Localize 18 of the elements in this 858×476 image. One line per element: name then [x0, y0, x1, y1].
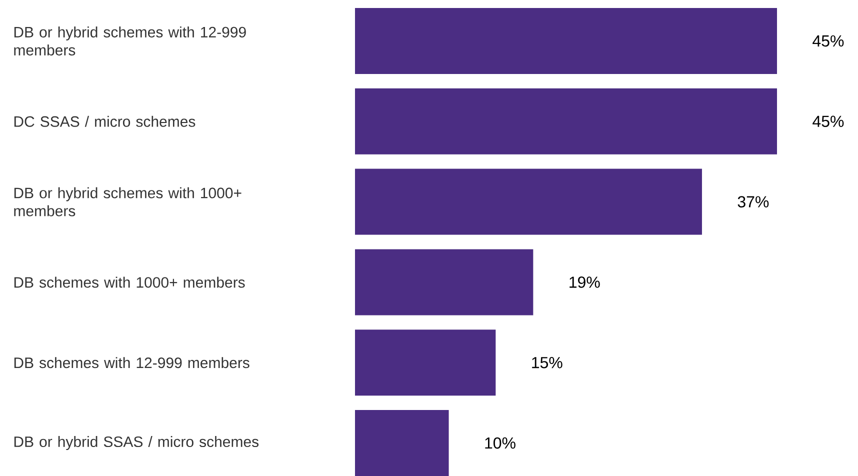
data-label: 45% — [812, 35, 844, 47]
y-tick-label: DB schemes with 1000+ members — [14, 276, 245, 288]
bar — [355, 88, 777, 154]
bar — [355, 8, 777, 74]
y-tick-label: DB or hybrid SSAS / micro schemes — [14, 436, 259, 450]
bar — [355, 410, 449, 476]
y-tick-label: DC SSAS / micro schemes — [14, 116, 196, 127]
y-tick-label: DB or hybrid schemes with 1000+ members — [14, 187, 242, 216]
data-label: 10% — [485, 437, 516, 449]
bar — [355, 168, 702, 235]
bar — [355, 330, 496, 396]
data-label: 45% — [812, 116, 844, 128]
bar — [355, 249, 534, 316]
y-tick-label: DB schemes with 12-999 members — [14, 357, 250, 368]
data-label: 37% — [738, 196, 769, 208]
y-tick-label: DB or hybrid schemes with 12-999 members — [14, 26, 246, 56]
data-label: 15% — [532, 356, 562, 368]
data-label: 19% — [570, 276, 600, 288]
